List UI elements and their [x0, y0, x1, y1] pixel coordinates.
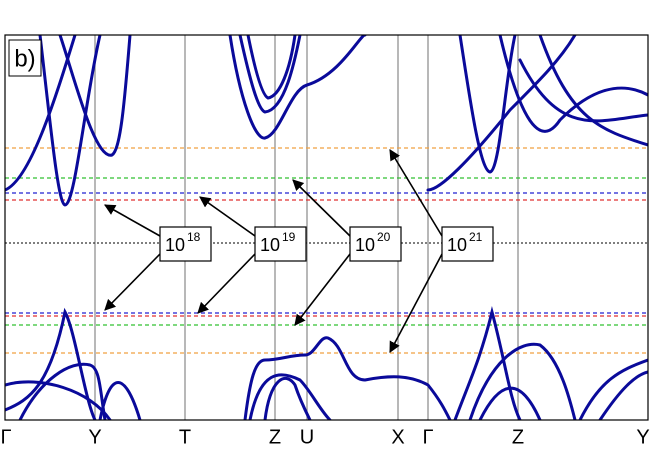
- annotation-exponent: 21: [469, 230, 483, 244]
- k-label: Z: [269, 426, 281, 448]
- bands: [5, 35, 648, 420]
- panel-label-box: [8, 39, 42, 77]
- annotation-base: 10: [165, 235, 185, 255]
- k-label: Z: [512, 426, 524, 448]
- panel-label: b): [14, 45, 35, 72]
- annotation-base: 10: [355, 235, 375, 255]
- annotation-exponent: 19: [282, 230, 296, 244]
- plot-frame: [4, 34, 649, 421]
- k-label: Γ: [0, 426, 11, 448]
- arrows: [104, 149, 443, 353]
- k-label: X: [391, 426, 404, 448]
- annotation-box: [349, 226, 402, 262]
- annotation-box: [441, 226, 494, 262]
- k-label: Y: [88, 426, 101, 448]
- fermi-levels: [5, 147, 648, 354]
- k-label: T: [179, 426, 191, 448]
- k-label: U: [300, 426, 314, 448]
- annotation-exponent: 18: [187, 230, 201, 244]
- k-label: Γ: [422, 426, 433, 448]
- k-label: Y: [636, 426, 649, 448]
- annotation-exponent: 20: [377, 230, 391, 244]
- annotation-base: 10: [447, 235, 467, 255]
- annotation-base: 10: [260, 235, 280, 255]
- annotation-box: [159, 226, 212, 262]
- annotations: 10 18 10 19 10 20 10 21: [159, 226, 494, 262]
- annotation-box: [254, 226, 307, 262]
